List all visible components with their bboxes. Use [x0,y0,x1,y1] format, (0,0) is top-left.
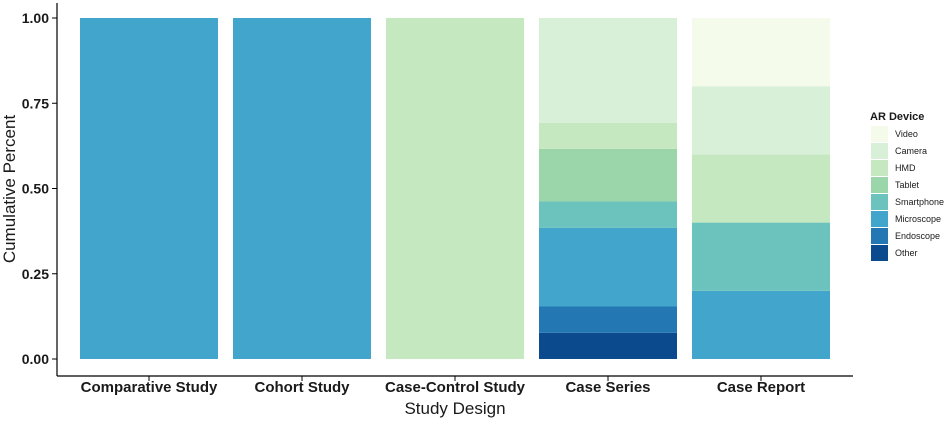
legend-swatch [871,143,888,159]
bar-segment [539,227,677,307]
bar-segment [539,332,677,359]
legend-label: Video [895,129,918,139]
legend-label: HMD [895,163,916,173]
bar-segment [539,148,677,202]
bar-segment [692,18,830,87]
bar-segment [386,18,524,359]
y-tick-label: 1.00 [22,10,49,26]
x-tick-label: Case Series [565,379,650,396]
y-axis-title: Cumulative Percent [0,115,19,264]
legend-label: Other [895,248,918,258]
bar-segment [539,18,677,123]
y-tick-label: 0.50 [22,181,49,197]
y-tick-label: 0.25 [22,266,49,282]
legend-swatch [871,177,888,193]
legend-label: Endoscope [895,231,940,241]
bar-segment [692,290,830,359]
legend-label: Camera [895,146,927,156]
bar-segment [539,306,677,333]
legend-swatch [871,126,888,142]
bar-segment [692,222,830,291]
y-axis-ticks: 0.00 0.25 0.50 0.75 1.00 [22,10,57,367]
legend-swatch [871,160,888,176]
legend-swatch [871,228,888,244]
bar-segment [233,18,371,359]
legend-title: AR Device [870,111,924,123]
bar-segment [692,154,830,223]
x-tick-label: Case Report [717,379,805,396]
x-tick-label: Comparative Study [81,379,218,396]
plot-area [80,18,830,359]
legend: AR Device Video Camera HMD Tablet Smartphone… [870,111,944,261]
bar-segment [539,201,677,228]
legend-swatch [871,245,888,261]
legend-label: Microscope [895,214,941,224]
legend-swatch [871,194,888,210]
x-axis-title: Study Design [404,399,505,418]
x-tick-label: Cohort Study [255,379,351,396]
y-tick-label: 0.00 [22,351,49,367]
legend-label: Smartphone [895,197,944,207]
x-axis-ticks: Comparative Study Cohort Study Case-Contro… [81,376,805,396]
bar-segment [539,122,677,149]
legend-swatch [871,211,888,227]
legend-label: Tablet [895,180,920,190]
bar-segment [692,86,830,155]
x-tick-label: Case-Control Study [385,379,526,396]
y-tick-label: 0.75 [22,95,49,111]
bar-segment [80,18,218,359]
